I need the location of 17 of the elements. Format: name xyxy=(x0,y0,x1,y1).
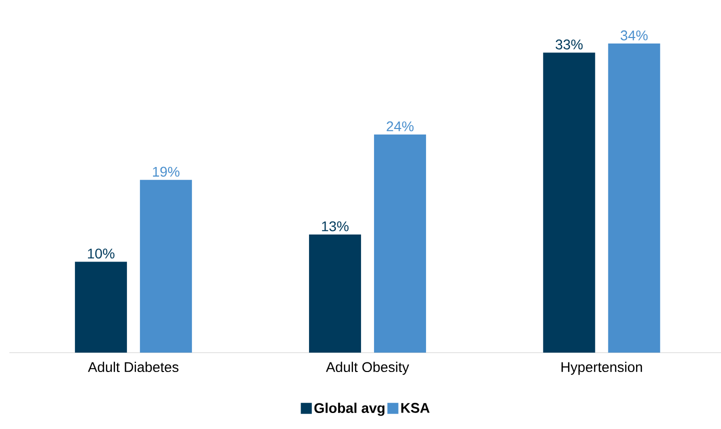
bar xyxy=(74,262,127,353)
legend-label: KSA xyxy=(401,402,430,413)
bar xyxy=(140,180,192,353)
data-label: 34% xyxy=(620,30,648,40)
data-label: 33% xyxy=(556,40,583,50)
x-tick-label: Hypertension xyxy=(562,362,642,375)
x-tick-label: Adult Diabetes xyxy=(88,362,178,372)
data-label: 13% xyxy=(322,221,349,232)
bar xyxy=(309,234,362,353)
data-label: 24% xyxy=(386,121,414,132)
x-tick-label: Adult Obesity xyxy=(326,362,410,375)
data-label: 10% xyxy=(88,248,114,259)
legend-label: Global avg xyxy=(314,402,384,416)
data-label: 19% xyxy=(152,166,180,177)
bar xyxy=(374,134,426,353)
bar xyxy=(543,52,596,353)
bar xyxy=(608,44,660,353)
